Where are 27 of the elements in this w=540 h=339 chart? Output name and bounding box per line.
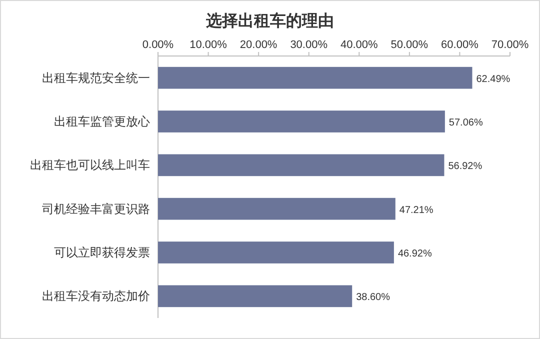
bar xyxy=(158,66,472,89)
bar xyxy=(158,242,394,264)
x-tick-label: 30.00% xyxy=(290,39,328,51)
y-tick-label: 出租车没有动态加价 xyxy=(42,289,150,304)
bar xyxy=(158,110,445,132)
y-tick-label: 出租车监管更放心 xyxy=(54,114,150,128)
y-tick-label: 出租车规范安全统一 xyxy=(42,70,150,85)
x-tick-label: 0.00% xyxy=(142,39,174,51)
x-tick-label: 10.00% xyxy=(190,39,228,51)
y-tick-label: 司机经验丰富更识路 xyxy=(42,202,150,216)
data-label: 38.60% xyxy=(356,292,390,304)
data-label: 46.92% xyxy=(398,248,432,260)
x-tick-label: 60.00% xyxy=(441,39,479,51)
y-tick-label: 出租车也可以线上叫车 xyxy=(30,158,150,172)
data-label: 47.21% xyxy=(399,204,434,216)
x-tick-label: 20.00% xyxy=(240,39,278,51)
data-label: 57.06% xyxy=(448,118,483,128)
data-label: 56.92% xyxy=(448,161,482,172)
x-tick-label: 50.00% xyxy=(390,39,428,51)
x-tick-label: 40.00% xyxy=(340,39,378,51)
data-label: 62.49% xyxy=(476,74,510,85)
x-tick-label: 70.00% xyxy=(491,39,529,51)
chart-title: 选择出租车的理由 xyxy=(205,12,334,30)
bar xyxy=(158,154,444,176)
bar xyxy=(158,198,396,220)
bar xyxy=(158,285,352,308)
y-tick-label: 可以立即获得发票 xyxy=(54,246,150,260)
